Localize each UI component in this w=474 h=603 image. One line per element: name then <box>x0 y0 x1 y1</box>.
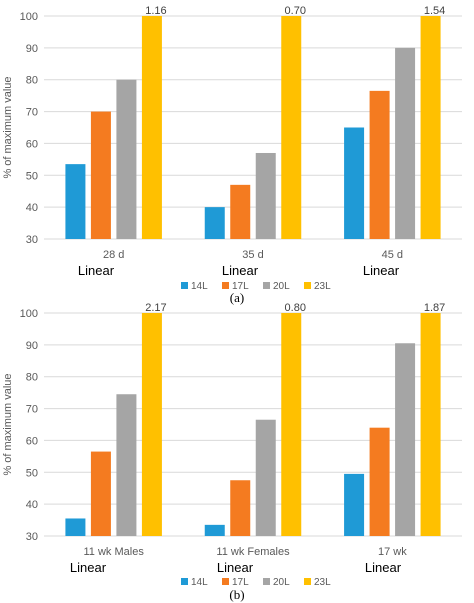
bar <box>395 343 416 536</box>
legend-label: 23L <box>314 577 331 588</box>
y-tick-label: 90 <box>26 43 38 55</box>
bar-data-label: 2.17 <box>145 302 166 314</box>
bar <box>204 524 225 536</box>
bar-data-label: 1.16 <box>145 5 166 17</box>
bar <box>116 79 137 239</box>
legend-swatch <box>181 578 188 585</box>
legend-swatch <box>222 578 229 585</box>
x-category-label: 11 wk Males <box>84 546 145 558</box>
legend-swatch <box>304 282 311 289</box>
y-tick-label: 80 <box>26 75 38 87</box>
bar <box>344 127 365 239</box>
category-note: Linear <box>70 560 107 575</box>
y-tick-label: 50 <box>26 170 38 182</box>
category-note: Linear <box>78 263 115 278</box>
legend-swatch <box>304 578 311 585</box>
bar <box>141 313 162 536</box>
y-tick-label: 60 <box>26 435 38 447</box>
legend-label: 20L <box>273 577 290 588</box>
bar <box>420 16 441 239</box>
bar <box>395 47 416 239</box>
legend-label: 23L <box>314 281 331 292</box>
legend-swatch <box>263 282 270 289</box>
panel-caption: (a) <box>230 290 244 305</box>
category-note: Linear <box>365 560 402 575</box>
y-tick-label: 100 <box>20 308 38 320</box>
y-tick-label: 90 <box>26 340 38 352</box>
bar <box>369 427 390 536</box>
y-axis-title: % of maximum value <box>2 373 14 475</box>
x-category-label: 11 wk Females <box>216 546 290 558</box>
bar <box>344 473 365 536</box>
legend-label: 14L <box>191 281 208 292</box>
y-tick-label: 100 <box>20 11 38 23</box>
bar-data-label: 1.54 <box>424 5 445 17</box>
x-category-label: 35 d <box>242 249 263 261</box>
y-axis-title: % of maximum value <box>2 76 14 178</box>
bar <box>116 394 137 536</box>
y-tick-label: 30 <box>26 234 38 246</box>
bar <box>281 16 302 239</box>
x-category-label: 17 wk <box>378 546 407 558</box>
y-tick-label: 60 <box>26 138 38 150</box>
legend-swatch <box>181 282 188 289</box>
bar-data-label: 1.87 <box>424 302 445 314</box>
bar <box>65 164 86 239</box>
bar <box>204 207 225 239</box>
legend-label: 20L <box>273 281 290 292</box>
bar-data-label: 0.80 <box>285 302 306 314</box>
y-tick-label: 70 <box>26 107 38 119</box>
legend-label: 14L <box>191 577 208 588</box>
x-category-label: 45 d <box>382 249 403 261</box>
y-tick-label: 50 <box>26 467 38 479</box>
bar <box>65 518 86 536</box>
bar <box>255 419 276 536</box>
y-tick-label: 80 <box>26 372 38 384</box>
category-note: Linear <box>217 560 254 575</box>
bar-data-label: 0.70 <box>285 5 306 17</box>
bar <box>90 111 111 239</box>
legend-label: 17L <box>232 281 249 292</box>
y-tick-label: 40 <box>26 202 38 214</box>
bar <box>141 16 162 239</box>
category-note: Linear <box>222 263 259 278</box>
y-tick-label: 30 <box>26 531 38 543</box>
bar <box>90 451 111 536</box>
bar <box>230 480 251 536</box>
legend-swatch <box>222 282 229 289</box>
bar <box>230 184 251 239</box>
legend-swatch <box>263 578 270 585</box>
x-category-label: 28 d <box>103 249 124 261</box>
panel-caption: (b) <box>229 587 244 602</box>
bar <box>369 90 390 239</box>
bar <box>420 313 441 536</box>
bar <box>255 152 276 239</box>
legend-label: 17L <box>232 577 249 588</box>
y-tick-label: 70 <box>26 404 38 416</box>
category-note: Linear <box>363 263 400 278</box>
y-tick-label: 40 <box>26 499 38 511</box>
bar <box>281 313 302 536</box>
